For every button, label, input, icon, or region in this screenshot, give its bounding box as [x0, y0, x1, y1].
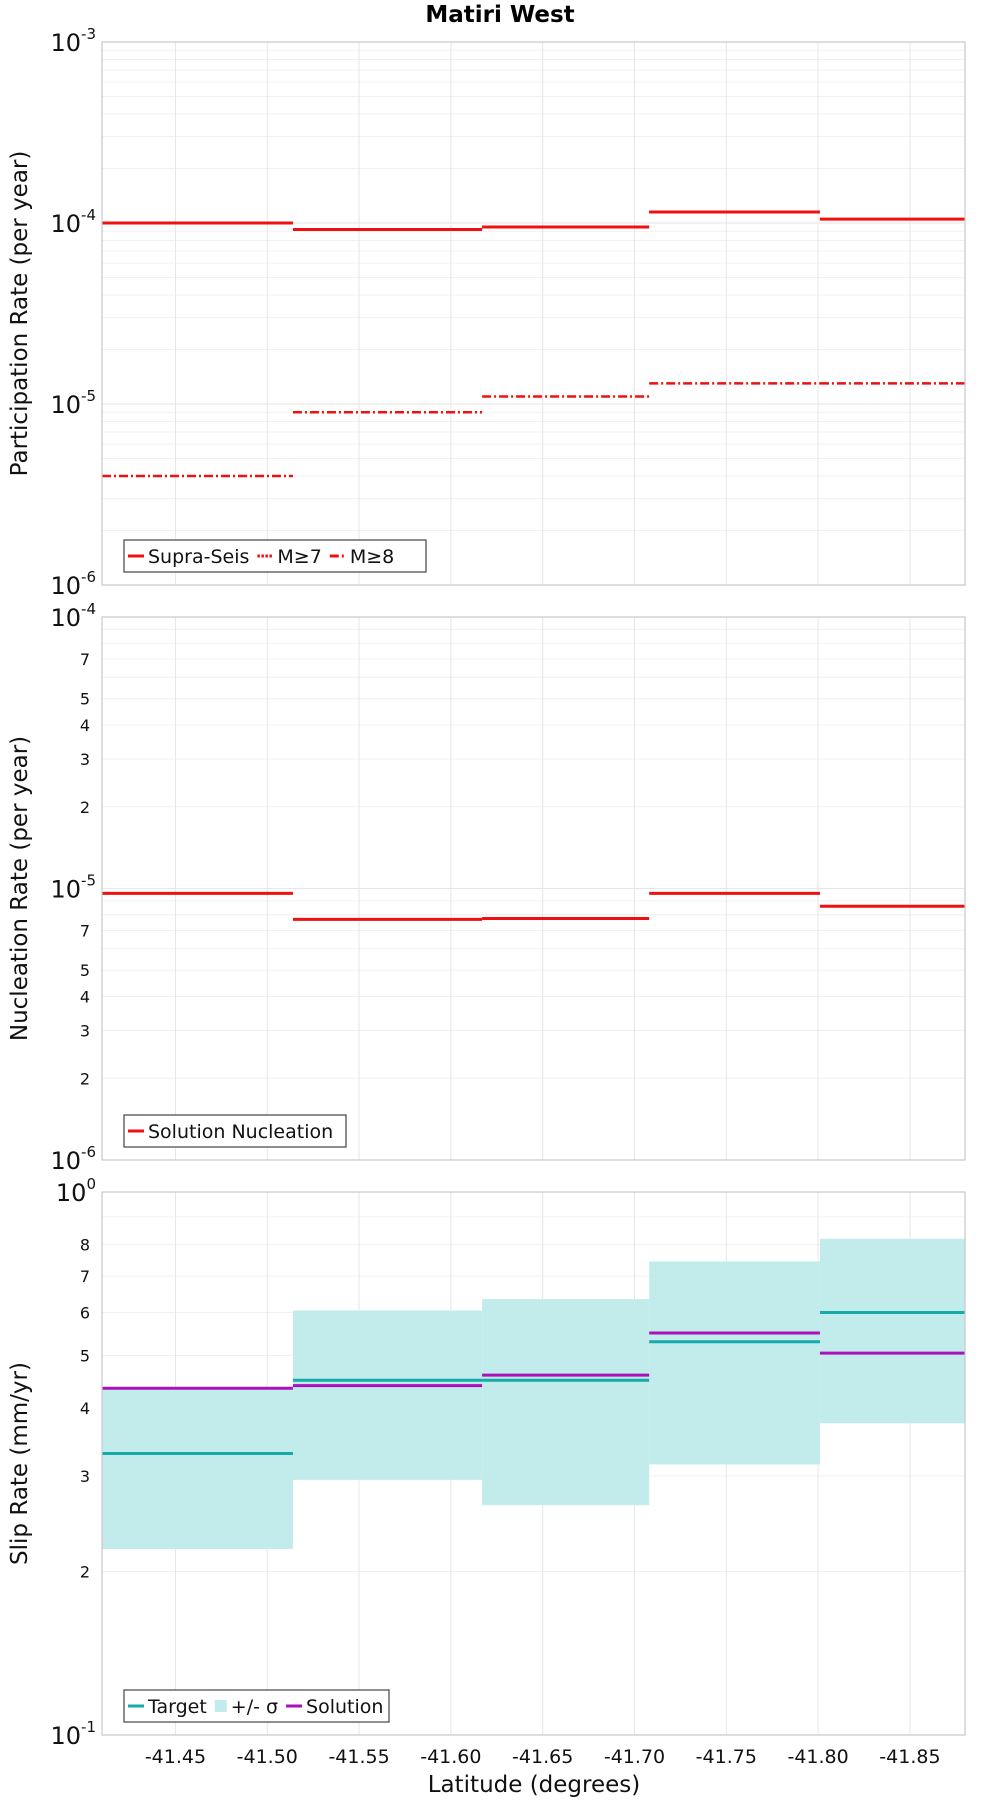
participation-legend: Supra-Seis M≥7 M≥8	[123, 539, 427, 573]
slip-y-major-tick-label: 10-1	[50, 1718, 96, 1750]
legend-item: +/- σ	[214, 1696, 278, 1718]
tick-exponent: -4	[81, 206, 96, 224]
participation-y-axis-title: Participation Rate (per year)	[7, 151, 33, 477]
x-tick-label: -41.50	[237, 1746, 298, 1768]
slip-band-segment	[102, 1388, 293, 1550]
nucleation-y-minor-tick-label: 7	[80, 650, 90, 669]
tick-base: 10	[56, 1179, 87, 1207]
x-tick-label: -41.45	[145, 1746, 206, 1768]
legend-item: Supra-Seis	[128, 546, 249, 568]
slip-y-minor-tick-label: 8	[80, 1236, 90, 1255]
slip-y-minor-tick-label: 2	[80, 1563, 90, 1582]
nucleation-legend-box	[123, 1114, 347, 1148]
tick-base: 10	[50, 391, 81, 419]
slip-y-minor-tick-label: 5	[80, 1346, 90, 1365]
x-tick-label: -41.65	[512, 1746, 573, 1768]
x-tick-label: -41.70	[604, 1746, 665, 1768]
tick-base: 10	[50, 876, 81, 904]
nucleation-y-minor-tick-label: 3	[80, 750, 90, 769]
nucleation-y-minor-tick-label: 2	[80, 1069, 90, 1088]
x-tick-label: -41.80	[787, 1746, 848, 1768]
tick-exponent: -5	[81, 387, 96, 405]
legend-label: M≥7	[277, 546, 321, 568]
legend-item: M≥7	[257, 546, 322, 568]
tick-exponent: -6	[81, 1143, 96, 1161]
participation-legend-box	[123, 539, 427, 573]
x-tick-label: -41.55	[328, 1746, 389, 1768]
legend-item: Solution	[286, 1696, 383, 1718]
slip-band-segment	[292, 1310, 483, 1480]
legend-swatch	[214, 1700, 227, 1712]
slip-band-segment	[649, 1261, 820, 1465]
slip-y-minor-tick-label: 4	[80, 1399, 90, 1418]
tick-exponent: -6	[81, 568, 96, 586]
slip-plot-frame	[101, 1191, 966, 1736]
legend-label: Solution	[306, 1696, 383, 1718]
legend-item: Solution Nucleation	[128, 1121, 333, 1143]
x-axis: -41.45 -41.50 -41.55 -41.60 -41.65 -41.70 -41.…	[145, 1746, 941, 1768]
tick-base: 10	[50, 1147, 81, 1175]
nucleation-y-minor-tick-label: 4	[80, 988, 90, 1007]
tick-base: 10	[50, 29, 81, 57]
x-tick-label: -41.75	[696, 1746, 757, 1768]
tick-exponent: -5	[81, 872, 96, 890]
nucleation-y-minor-tick-label: 5	[80, 961, 90, 980]
slip-legend: Target +/- σ Solution	[123, 1689, 390, 1723]
legend-label: Target	[147, 1696, 207, 1718]
nucleation-y-minor-tick-label: 3	[80, 1021, 90, 1040]
participation-y-major-tick-label: 10-4	[50, 206, 96, 238]
legend-label: M≥8	[350, 546, 394, 568]
nucleation-y-minor-tick-label: 2	[80, 798, 90, 817]
nucleation-y-minor-tick-label: 7	[80, 922, 90, 941]
participation-y-major-tick-label: 10-6	[50, 568, 96, 600]
participation-y-major-tick-label: 10-5	[50, 387, 96, 419]
nucleation-y-major-tick-label: 10-6	[50, 1143, 96, 1175]
x-tick-label: -41.85	[879, 1746, 940, 1768]
legend-item: M≥8	[329, 546, 394, 568]
tick-exponent: 0	[86, 1175, 96, 1193]
legend-item: Target	[128, 1696, 207, 1718]
slip-band-segment	[819, 1238, 965, 1424]
nucleation-y-minor-tick-label: 5	[80, 690, 90, 709]
legend-label: Supra-Seis	[148, 546, 249, 568]
tick-exponent: -4	[81, 600, 96, 618]
participation-y-major-tick-label: 10-3	[50, 25, 96, 57]
participation-plot-frame	[101, 41, 966, 586]
participation-plot-area	[102, 42, 965, 585]
x-axis-title: Latitude (degrees)	[428, 1772, 641, 1798]
nucleation-y-axis-title: Nucleation Rate (per year)	[7, 736, 33, 1041]
nucleation-legend: Solution Nucleation	[123, 1114, 347, 1148]
slip-band-segment	[482, 1299, 650, 1506]
nucleation-y-major-tick-label: 10-4	[50, 600, 96, 632]
nucleation-plot-frame	[101, 616, 966, 1161]
legend-label: Solution Nucleation	[148, 1121, 333, 1143]
slip-y-major-tick-label: 100	[56, 1175, 96, 1207]
slip-y-minor-tick-label: 3	[80, 1467, 90, 1486]
tick-exponent: -1	[81, 1718, 96, 1736]
tick-base: 10	[50, 604, 81, 632]
slip-y-minor-tick-label: 7	[80, 1267, 90, 1286]
tick-base: 10	[50, 1722, 81, 1750]
slip-legend-box	[123, 1689, 390, 1723]
legend-label: +/- σ	[231, 1696, 278, 1718]
x-tick-label: -41.60	[420, 1746, 481, 1768]
nucleation-y-major-tick-label: 10-5	[50, 872, 96, 904]
tick-base: 10	[50, 572, 81, 600]
chart-title: Matiri West	[425, 2, 574, 28]
slip-y-minor-tick-label: 6	[80, 1303, 90, 1322]
tick-base: 10	[50, 210, 81, 238]
slip-y-axis-title: Slip Rate (mm/yr)	[7, 1362, 33, 1565]
tick-exponent: -3	[81, 25, 96, 43]
nucleation-y-minor-tick-label: 4	[80, 716, 90, 735]
